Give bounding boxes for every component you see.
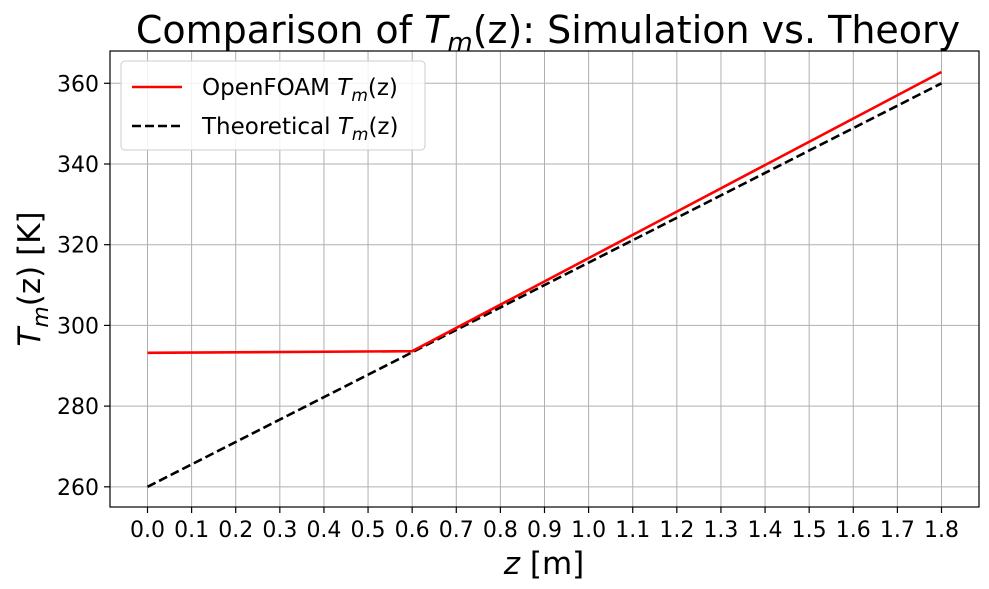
openfoam-series-line [147,70,943,355]
x-tick-label: 1.1 [615,518,650,543]
y-axis-ticks: 260 280 300 320 340 360 [57,72,110,501]
chart-title: Comparison of Tm(z): Simulation vs. Theo… [136,8,960,58]
x-axis-label: z [m] [503,546,585,582]
x-tick-label: 0.2 [218,518,253,543]
x-tick-label: 0.5 [351,518,386,543]
theoretical-series-line [146,82,943,488]
x-tick-label: 0.9 [527,518,562,543]
x-tick-label: 1.6 [836,518,871,543]
x-tick-label: 0.4 [306,518,341,543]
x-tick-label: 0.7 [439,518,474,543]
x-axis-ticks: 0.0 0.1 0.2 0.3 0.4 0.5 0.6 0.7 0.8 0.9 1.0 1.1 1.2 1… [130,507,959,543]
legend-label-openfoam: OpenFOAM Tm(z) [202,75,398,106]
y-tick-label: 260 [57,476,99,501]
x-tick-label: 0.8 [483,518,518,543]
grid [110,51,979,507]
y-tick-label: 340 [57,153,99,178]
series-layer [146,70,943,488]
x-tick-label: 1.8 [924,518,959,543]
x-tick-label: 1.3 [703,518,738,543]
x-tick-label: 0.0 [130,518,165,543]
x-tick-label: 0.6 [395,518,430,543]
x-tick-label: 1.4 [748,518,783,543]
legend-box [120,60,426,151]
x-tick-label: 1.0 [571,518,606,543]
y-tick-label: 360 [57,72,99,97]
y-tick-label: 300 [57,314,99,339]
y-tick-label: 320 [57,234,99,259]
x-tick-label: 1.5 [792,518,827,543]
x-tick-label: 0.3 [262,518,297,543]
legend: OpenFOAM Tm(z) Theoretical Tm(z) [120,60,426,151]
x-tick-label: 1.7 [880,518,915,543]
y-axis-label: Tm(z) [K] [12,211,54,346]
x-tick-label: 1.2 [659,518,694,543]
y-tick-label: 280 [57,395,99,420]
legend-label-theoretical: Theoretical Tm(z) [201,114,398,145]
x-tick-label: 0.1 [174,518,209,543]
